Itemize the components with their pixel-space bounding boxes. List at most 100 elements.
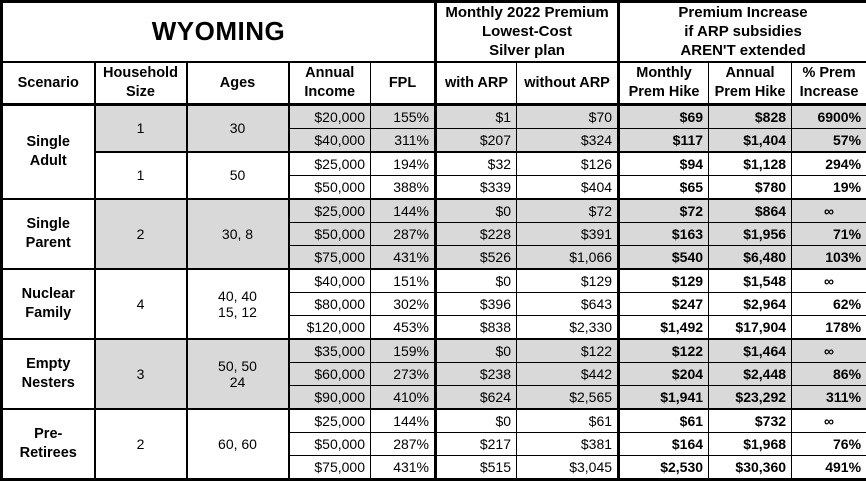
monthly-hike-cell: $1,941	[619, 385, 709, 409]
monthly-hike-cell: $163	[619, 222, 709, 245]
income-cell: $40,000	[289, 269, 371, 293]
annual-hike-cell: $732	[709, 409, 792, 433]
with-arp-cell: $207	[436, 128, 517, 152]
without-arp-cell: $70	[517, 104, 619, 128]
annual-hike-cell: $864	[709, 199, 792, 223]
without-arp-cell: $129	[517, 269, 619, 293]
monthly-hike-cell: $247	[619, 292, 709, 315]
with-arp-cell: $624	[436, 385, 517, 409]
with-arp-cell: $396	[436, 292, 517, 315]
fpl-cell: 431%	[371, 455, 436, 479]
col-header-with-arp: with ARP	[436, 62, 517, 105]
income-cell: $50,000	[289, 432, 371, 455]
col-header-ages: Ages	[187, 62, 289, 105]
household-cell: 1	[95, 104, 187, 152]
monthly-hike-cell: $540	[619, 245, 709, 269]
annual-hike-cell: $2,964	[709, 292, 792, 315]
household-cell: 4	[95, 269, 187, 339]
fpl-cell: 159%	[371, 339, 436, 363]
with-arp-cell: $32	[436, 152, 517, 176]
col-header-pct-prem-increase: % Prem Increase	[792, 62, 866, 105]
annual-hike-cell: $1,968	[709, 432, 792, 455]
ages-cell: 30, 8	[187, 199, 289, 269]
income-cell: $75,000	[289, 455, 371, 479]
income-cell: $20,000	[289, 104, 371, 128]
pct-increase-cell: 6900%	[792, 104, 866, 128]
monthly-hike-cell: $61	[619, 409, 709, 433]
pct-increase-cell: 57%	[792, 128, 866, 152]
without-arp-cell: $61	[517, 409, 619, 433]
monthly-hike-cell: $164	[619, 432, 709, 455]
pct-increase-cell: 86%	[792, 362, 866, 385]
without-arp-cell: $1,066	[517, 245, 619, 269]
without-arp-cell: $122	[517, 339, 619, 363]
fpl-cell: 155%	[371, 104, 436, 128]
annual-hike-cell: $17,904	[709, 315, 792, 339]
monthly-hike-cell: $2,530	[619, 455, 709, 479]
with-arp-cell: $238	[436, 362, 517, 385]
without-arp-cell: $2,330	[517, 315, 619, 339]
with-arp-cell: $1	[436, 104, 517, 128]
with-arp-cell: $228	[436, 222, 517, 245]
annual-hike-cell: $2,448	[709, 362, 792, 385]
annual-hike-cell: $6,480	[709, 245, 792, 269]
scenario-cell: Nuclear Family	[2, 269, 95, 339]
without-arp-cell: $324	[517, 128, 619, 152]
scenario-cell: Single Adult	[2, 104, 95, 199]
monthly-hike-cell: $94	[619, 152, 709, 176]
without-arp-cell: $2,565	[517, 385, 619, 409]
ages-cell: 50	[187, 152, 289, 199]
increase-section-header: Premium Increase if ARP subsidies AREN'T…	[619, 2, 866, 62]
household-cell: 1	[95, 152, 187, 199]
without-arp-cell: $442	[517, 362, 619, 385]
monthly-hike-cell: $69	[619, 104, 709, 128]
monthly-hike-cell: $204	[619, 362, 709, 385]
pct-increase-cell: ∞	[792, 409, 866, 433]
pct-increase-cell: 311%	[792, 385, 866, 409]
with-arp-cell: $217	[436, 432, 517, 455]
fpl-cell: 410%	[371, 385, 436, 409]
with-arp-cell: $339	[436, 175, 517, 199]
with-arp-cell: $515	[436, 455, 517, 479]
pct-increase-cell: 19%	[792, 175, 866, 199]
income-cell: $50,000	[289, 175, 371, 199]
table-header: WYOMING Monthly 2022 Premium Lowest-Cost…	[2, 2, 866, 105]
income-cell: $25,000	[289, 152, 371, 176]
fpl-cell: 194%	[371, 152, 436, 176]
income-cell: $25,000	[289, 199, 371, 223]
with-arp-cell: $838	[436, 315, 517, 339]
monthly-hike-cell: $1,492	[619, 315, 709, 339]
income-cell: $60,000	[289, 362, 371, 385]
annual-hike-cell: $1,548	[709, 269, 792, 293]
scenario-cell: Pre- Retirees	[2, 409, 95, 480]
with-arp-cell: $0	[436, 269, 517, 293]
with-arp-cell: $0	[436, 409, 517, 433]
fpl-cell: 151%	[371, 269, 436, 293]
annual-hike-cell: $1,464	[709, 339, 792, 363]
pct-increase-cell: 491%	[792, 455, 866, 479]
without-arp-cell: $391	[517, 222, 619, 245]
household-cell: 2	[95, 409, 187, 480]
household-cell: 3	[95, 339, 187, 409]
pct-increase-cell: 62%	[792, 292, 866, 315]
fpl-cell: 388%	[371, 175, 436, 199]
ages-cell: 30	[187, 104, 289, 152]
col-header-without-arp: without ARP	[517, 62, 619, 105]
col-header-fpl: FPL	[371, 62, 436, 105]
income-cell: $75,000	[289, 245, 371, 269]
fpl-cell: 453%	[371, 315, 436, 339]
without-arp-cell: $381	[517, 432, 619, 455]
income-cell: $40,000	[289, 128, 371, 152]
income-cell: $50,000	[289, 222, 371, 245]
fpl-cell: 144%	[371, 199, 436, 223]
annual-hike-cell: $1,956	[709, 222, 792, 245]
state-title: WYOMING	[2, 2, 436, 62]
